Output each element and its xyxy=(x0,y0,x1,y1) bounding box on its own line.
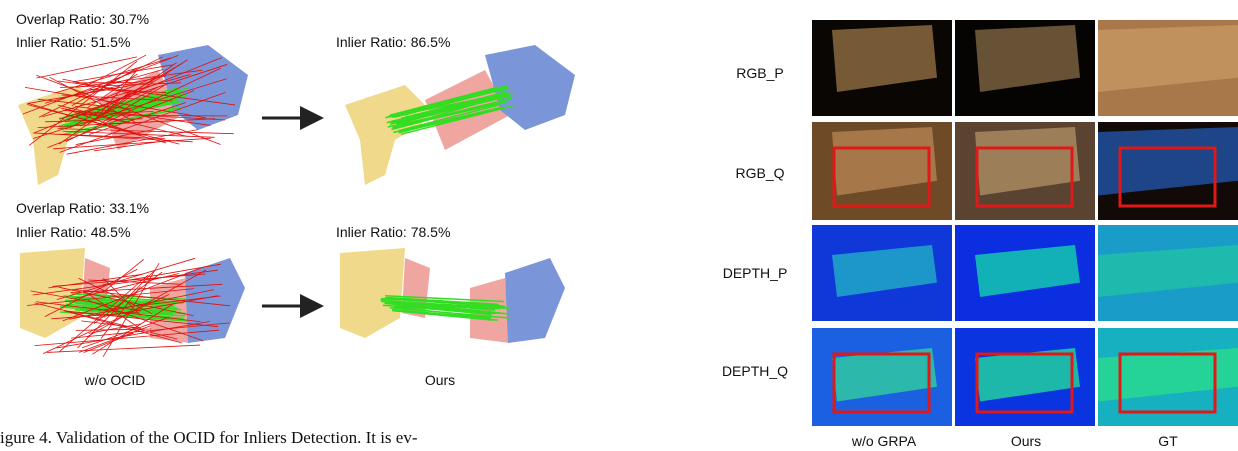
column-label: Ours xyxy=(425,372,455,388)
figure: Overlap Ratio: 30.7% Inlier Ratio: 51.5%… xyxy=(0,0,1238,451)
inlier-ratio: Inlier Ratio: 51.5% xyxy=(16,34,130,50)
yellow-cloud xyxy=(18,85,108,185)
figure-page: Overlap Ratio: 30.7% Inlier Ratio: 51.5%… xyxy=(0,0,1238,451)
yellow-cloud xyxy=(345,85,435,185)
column-label: w/o GRPA xyxy=(851,433,917,449)
blue-cloud xyxy=(505,258,565,343)
overlap-ratio: Overlap Ratio: 30.7% xyxy=(16,11,149,27)
yellow-cloud xyxy=(340,248,405,338)
caption: igure 4. Validation of the OCID for Inli… xyxy=(0,428,418,447)
row-label: RGB_P xyxy=(736,65,783,81)
inlier-ratio: Inlier Ratio: 86.5% xyxy=(336,34,450,50)
yellow-cloud xyxy=(20,248,85,338)
column-label: w/o OCID xyxy=(84,372,146,388)
image-grid xyxy=(812,20,1238,426)
row-label: RGB_Q xyxy=(735,165,784,181)
inlier-ratio: Inlier Ratio: 48.5% xyxy=(16,224,130,240)
column-label: Ours xyxy=(1011,433,1041,449)
row-label: DEPTH_P xyxy=(723,265,788,281)
row-label: DEPTH_Q xyxy=(722,363,788,379)
column-label: GT xyxy=(1158,433,1178,449)
outlier-line xyxy=(47,345,200,352)
overlap-ratio: Overlap Ratio: 33.1% xyxy=(16,200,149,216)
inlier-ratio: Inlier Ratio: 78.5% xyxy=(336,224,450,240)
